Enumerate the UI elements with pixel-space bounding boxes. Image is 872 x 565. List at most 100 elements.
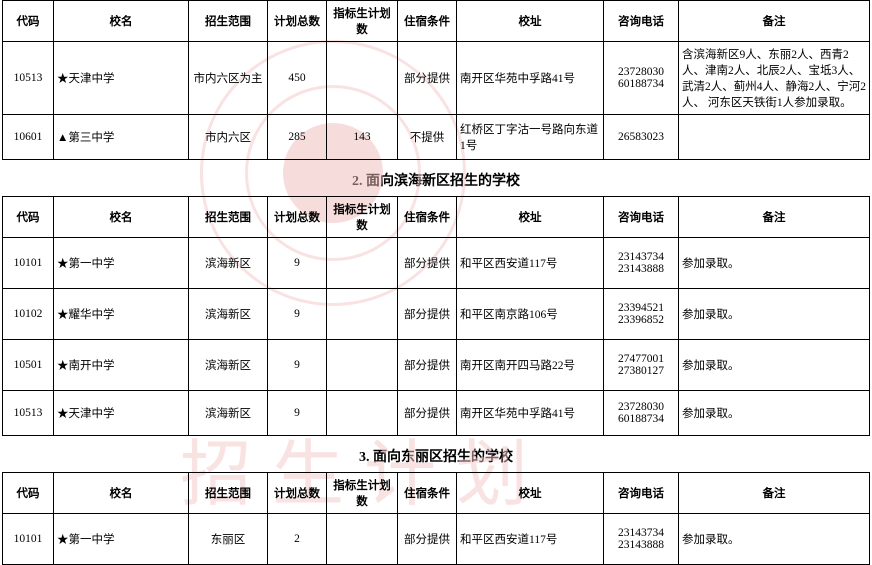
cell-phone: 27477001 27380127 [604,340,679,391]
table-row: 10601 ▲第三中学 市内六区 285 143 不提供 红桥区丁字沽一号路向东… [3,115,870,160]
th-code: 代码 [3,197,54,238]
th-note: 备注 [679,197,870,238]
cell-dorm: 部分提供 [398,514,457,565]
cell-phone: 26583023 [604,115,679,160]
cell-phone: 23728030 60188734 [604,391,679,436]
cell-addr: 和平区南京路106号 [457,289,604,340]
cell-scope: 市内六区为主 [189,42,268,115]
cell-total: 9 [268,238,327,289]
cell-addr: 南开区华苑中孚路41号 [457,42,604,115]
cell-note: 含滨海新区9人、东丽2人、西青2人、津南2人、北辰2人、宝坻3人、武清2人、蓟州… [679,42,870,115]
cell-scope: 滨海新区 [189,391,268,436]
cell-dorm: 部分提供 [398,340,457,391]
cell-addr: 红桥区丁字沽一号路向东道1号 [457,115,604,160]
cell-addr: 南开区南开四马路22号 [457,340,604,391]
cell-name: ★南开中学 [54,340,189,391]
cell-scope: 滨海新区 [189,289,268,340]
th-dorm: 住宿条件 [398,473,457,514]
cell-note: 参加录取。 [679,514,870,565]
table-row: 10513 ★天津中学 市内六区为主 450 部分提供 南开区华苑中孚路41号 … [3,42,870,115]
cell-scope: 滨海新区 [189,238,268,289]
th-code: 代码 [3,473,54,514]
th-phone: 咨询电话 [604,1,679,42]
cell-code: 10501 [3,340,54,391]
th-quota: 指标生计划数 [327,1,398,42]
cell-quota [327,42,398,115]
cell-note: 参加录取。 [679,238,870,289]
table-row: 10501 ★南开中学 滨海新区 9 部分提供 南开区南开四马路22号 2747… [3,340,870,391]
cell-dorm: 部分提供 [398,391,457,436]
th-dorm: 住宿条件 [398,197,457,238]
th-scope: 招生范围 [189,197,268,238]
cell-phone: 23728030 60188734 [604,42,679,115]
table-header-row: 代码 校名 招生范围 计划总数 指标生计划数 住宿条件 校址 咨询电话 备注 [3,1,870,42]
cell-note: 参加录取。 [679,340,870,391]
cell-scope: 市内六区 [189,115,268,160]
cell-total: 2 [268,514,327,565]
cell-name: ★第一中学 [54,238,189,289]
cell-code: 10513 [3,42,54,115]
th-phone: 咨询电话 [604,197,679,238]
cell-name: ★耀华中学 [54,289,189,340]
cell-scope: 滨海新区 [189,340,268,391]
cell-dorm: 部分提供 [398,289,457,340]
cell-code: 10102 [3,289,54,340]
cell-code: 10101 [3,514,54,565]
cell-name: ★第一中学 [54,514,189,565]
th-scope: 招生范围 [189,473,268,514]
cell-code: 10513 [3,391,54,436]
cell-note: 参加录取。 [679,289,870,340]
th-addr: 校址 [457,1,604,42]
table-row: 10102 ★耀华中学 滨海新区 9 部分提供 和平区南京路106号 23394… [3,289,870,340]
cell-phone: 23394521 23396852 [604,289,679,340]
table-row: 10513 ★天津中学 滨海新区 9 部分提供 南开区华苑中孚路41号 2372… [3,391,870,436]
cell-quota [327,238,398,289]
th-total: 计划总数 [268,473,327,514]
table-row: 10101 ★第一中学 滨海新区 9 部分提供 和平区西安道117号 23143… [3,238,870,289]
cell-dorm: 部分提供 [398,238,457,289]
th-total: 计划总数 [268,197,327,238]
section2-title: 2. 面向滨海新区招生的学校 [0,160,872,196]
cell-phone: 23143734 23143888 [604,238,679,289]
th-scope: 招生范围 [189,1,268,42]
cell-total: 9 [268,289,327,340]
cell-quota [327,289,398,340]
table-header-row: 代码 校名 招生范围 计划总数 指标生计划数 住宿条件 校址 咨询电话 备注 [3,473,870,514]
th-addr: 校址 [457,197,604,238]
cell-name: ★天津中学 [54,42,189,115]
table-row: 10101 ★第一中学 东丽区 2 部分提供 和平区西安道117号 231437… [3,514,870,565]
cell-scope: 东丽区 [189,514,268,565]
th-quota: 指标生计划数 [327,197,398,238]
cell-total: 285 [268,115,327,160]
table-section1: 代码 校名 招生范围 计划总数 指标生计划数 住宿条件 校址 咨询电话 备注 1… [2,0,870,160]
section3-title: 3. 面向东丽区招生的学校 [0,436,872,472]
th-phone: 咨询电话 [604,473,679,514]
cell-name: ▲第三中学 [54,115,189,160]
th-name: 校名 [54,1,189,42]
cell-total: 9 [268,391,327,436]
th-code: 代码 [3,1,54,42]
th-note: 备注 [679,473,870,514]
th-quota: 指标生计划数 [327,473,398,514]
cell-quota: 143 [327,115,398,160]
table-section3: 代码 校名 招生范围 计划总数 指标生计划数 住宿条件 校址 咨询电话 备注 1… [2,472,870,565]
cell-code: 10601 [3,115,54,160]
cell-addr: 和平区西安道117号 [457,238,604,289]
th-note: 备注 [679,1,870,42]
cell-note: 参加录取。 [679,391,870,436]
cell-note [679,115,870,160]
table-header-row: 代码 校名 招生范围 计划总数 指标生计划数 住宿条件 校址 咨询电话 备注 [3,197,870,238]
table-section2: 代码 校名 招生范围 计划总数 指标生计划数 住宿条件 校址 咨询电话 备注 1… [2,196,870,436]
th-name: 校名 [54,473,189,514]
th-dorm: 住宿条件 [398,1,457,42]
cell-quota [327,514,398,565]
cell-quota [327,340,398,391]
th-total: 计划总数 [268,1,327,42]
cell-addr: 和平区西安道117号 [457,514,604,565]
cell-phone: 23143734 23143888 [604,514,679,565]
th-addr: 校址 [457,473,604,514]
cell-addr: 南开区华苑中孚路41号 [457,391,604,436]
th-name: 校名 [54,197,189,238]
cell-dorm: 不提供 [398,115,457,160]
cell-total: 450 [268,42,327,115]
